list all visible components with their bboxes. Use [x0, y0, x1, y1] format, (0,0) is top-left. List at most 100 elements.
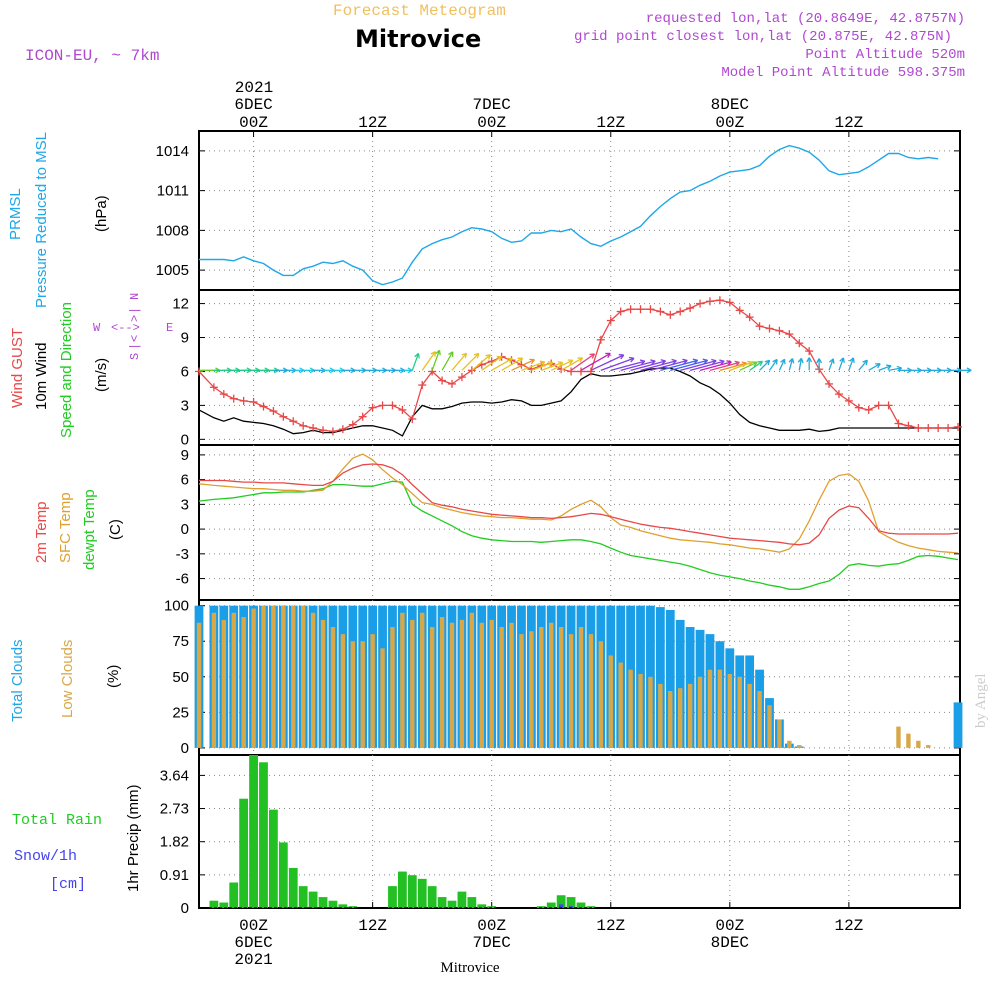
- panel-frame-wind: [198, 289, 961, 446]
- rain-bar: [407, 875, 417, 908]
- gust-marker: [448, 379, 457, 388]
- low-cloud-bar: [221, 619, 226, 748]
- total-cloud-bar: [675, 619, 685, 748]
- gust-marker: [438, 376, 447, 385]
- pressure-msl-label: Pressure Reduced to MSL: [33, 132, 50, 308]
- svg-text:|: |: [128, 307, 142, 314]
- snow-bar: [558, 904, 564, 908]
- gust-marker: [904, 421, 913, 430]
- gust-marker: [229, 394, 238, 403]
- y-tick-label: 0: [181, 900, 189, 917]
- temp-labels: 2m Temp SFC Temp dewpt Temp (C): [33, 489, 124, 570]
- low-cloud-bar: [628, 669, 633, 748]
- rain-bar: [229, 882, 239, 908]
- total-cloud-bar: [655, 607, 665, 748]
- total-clouds-label: Total Clouds: [9, 639, 26, 722]
- time-tick-label: 12Z: [358, 917, 387, 935]
- snow-unit-label: [cm]: [50, 876, 86, 893]
- cloud-labels: Total Clouds Low Clouds (%): [9, 639, 122, 722]
- low-cloud-bar: [499, 627, 504, 748]
- wind-arrow: [958, 367, 972, 374]
- low-cloud-bar: [479, 622, 484, 748]
- wind-arrow: [778, 358, 786, 371]
- point-altitude: Point Altitude 520m: [805, 47, 965, 63]
- svg-text:>: >: [128, 315, 142, 322]
- low-cloud-bar: [549, 622, 554, 748]
- gust-marker: [696, 299, 705, 308]
- wind-arrow: [293, 367, 305, 374]
- gust-marker: [934, 424, 943, 433]
- gust-marker: [289, 417, 298, 426]
- wind-arrow: [531, 361, 554, 371]
- rain-bar: [546, 902, 556, 908]
- rain-bar: [259, 762, 268, 908]
- gust-marker: [666, 310, 675, 319]
- y-tick-label: 75: [172, 633, 189, 650]
- wind-compass: N | > W <--> E < | S: [93, 293, 173, 360]
- time-tick-label: 00Z: [239, 917, 268, 935]
- credit-text: by Angel: [973, 673, 989, 728]
- low-cloud-bar: [251, 608, 256, 748]
- wind-unit-label: (m/s): [93, 358, 110, 392]
- low-cloud-bar: [350, 641, 355, 748]
- wind-arrow: [759, 359, 771, 371]
- time-tick-label: 00Z: [715, 114, 744, 132]
- low-cloud-bar: [241, 617, 246, 748]
- compass-s: S: [128, 353, 142, 360]
- low-cloud-bar: [787, 740, 792, 748]
- gust-marker: [398, 405, 407, 414]
- time-label-bottom: 12Z: [358, 917, 387, 935]
- low-cloud-bar: [509, 622, 514, 748]
- gust-marker: [636, 305, 645, 314]
- forecast-meteogram-label: Forecast Meteogram: [333, 2, 506, 20]
- gust-marker: [844, 396, 853, 405]
- wind-arrow: [816, 358, 823, 371]
- gust-marker: [686, 304, 695, 313]
- low-cloud-bar: [747, 683, 752, 748]
- gust-marker: [567, 367, 576, 376]
- top-year-label: 2021: [235, 79, 273, 97]
- low-cloud-bar: [578, 627, 584, 748]
- low-cloud-bar: [310, 612, 316, 748]
- gust-marker: [854, 403, 863, 412]
- rain-bar: [437, 897, 447, 908]
- gust-marker: [884, 401, 893, 410]
- low-cloud-bar: [926, 745, 931, 748]
- low-cloud-bar: [211, 612, 217, 748]
- gust-marker: [775, 326, 784, 335]
- wind-arrow: [868, 363, 881, 371]
- svg-text:<: <: [128, 335, 142, 342]
- rain-bar: [269, 809, 278, 908]
- pressure-unit-label: (hPa): [93, 195, 110, 232]
- low-cloud-bar: [717, 669, 723, 748]
- wind-arrow: [511, 358, 535, 371]
- gust-marker: [874, 401, 883, 410]
- time-tick-label: 12Z: [358, 114, 387, 132]
- y-tick-label: 2.73: [160, 801, 189, 818]
- precip-labels: Total Rain Snow/1h [cm] 1hr Precip (mm): [12, 784, 142, 893]
- rain-bar: [388, 886, 397, 908]
- rain-bar: [338, 904, 348, 908]
- low-cloud-bar: [608, 655, 613, 748]
- dewpt-line: [198, 480, 959, 590]
- wind-arrow: [828, 358, 835, 371]
- low-cloud-bar: [727, 673, 733, 748]
- grid-point-coords: grid point closest lon,lat (20.875E, 42.…: [574, 29, 952, 45]
- low-cloud-bar: [380, 648, 385, 748]
- gust-marker: [418, 381, 427, 390]
- y-tick-label: 0: [181, 431, 189, 448]
- time-tick-label: 8DEC: [711, 96, 749, 114]
- low-cloud-bar: [231, 612, 236, 748]
- total-cloud-bar: [646, 605, 655, 748]
- compass-n: N: [128, 293, 142, 300]
- gust-marker: [795, 339, 804, 348]
- wind-arrow: [303, 367, 315, 374]
- wind-arrow: [838, 357, 845, 371]
- wind-arrow: [788, 358, 795, 371]
- wind-arrow: [471, 354, 492, 371]
- low-cloud-bar: [777, 719, 782, 748]
- pressure-labels: PRMSL Pressure Reduced to MSL (hPa): [7, 132, 110, 308]
